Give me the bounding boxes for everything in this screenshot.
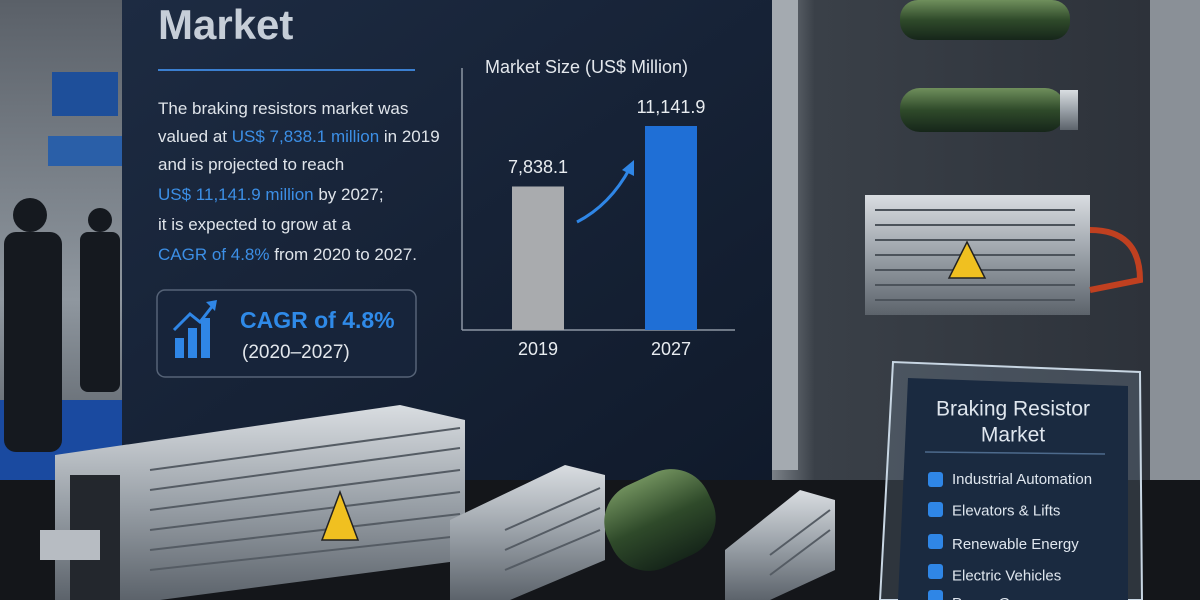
chart-title: Market Size (US$ Million): [485, 57, 688, 77]
sign-icon: [928, 502, 943, 517]
value-label: 7,838.1: [508, 157, 568, 177]
resistor-cap: [1060, 90, 1078, 130]
description-text: in 2019: [379, 127, 440, 146]
sign-item: Electric Vehicles: [952, 567, 1061, 584]
description-line: The braking resistors market was: [158, 99, 408, 118]
sign-icon: [928, 590, 943, 600]
cagr-headline: CAGR of 4.8%: [240, 307, 395, 333]
chart-marks: 7,838.1 2019 11,141.9 2027: [508, 97, 705, 359]
description: The braking resistors market was valued a…: [158, 99, 440, 264]
cabinet-frame: [1150, 0, 1200, 520]
sign-rule: [924, 451, 1106, 455]
hall-sign: [48, 136, 122, 166]
sign-item: Industrial Automation: [952, 471, 1092, 488]
description-text: it is expected to grow at a: [158, 215, 351, 234]
sign-icon: [928, 534, 943, 549]
description-text: by 2027;: [314, 185, 384, 204]
category-label: 2027: [651, 339, 691, 359]
description-line: US$ 11,141.9 million by 2027;: [158, 185, 384, 204]
description-text: valued at: [158, 127, 232, 146]
visitors: [4, 198, 120, 452]
sign-content: Braking Resistor Market Industrial Automat…: [924, 398, 1106, 600]
large-resistor: [40, 405, 465, 600]
description-line: CAGR of 4.8% from 2020 to 2027.: [158, 245, 417, 264]
sign-title: Braking Resistor: [936, 398, 1090, 421]
description-line: and is projected to reach: [158, 155, 344, 174]
description-text: and is projected to reach: [158, 155, 344, 174]
sign-title: Market: [981, 424, 1045, 447]
cable: [1089, 227, 1144, 293]
cagr-box: [156, 289, 417, 378]
highlight-text: US$ 11,141.9 million: [158, 185, 314, 204]
description-text: The braking resistors market was: [158, 99, 408, 118]
sign-item: Power Gen: [952, 595, 1027, 600]
highlight-text: US$ 7,838.1 million: [232, 127, 379, 146]
description-line: valued at US$ 7,838.1 million in 2019: [158, 127, 440, 146]
wire-resistor: [900, 0, 1070, 40]
bar: [512, 186, 564, 330]
wire-resistor: [900, 88, 1065, 132]
description-line: it is expected to grow at a: [158, 215, 351, 234]
growth-icon: [172, 300, 217, 358]
growth-arrowhead: [622, 160, 634, 176]
value-label: 11,141.9: [637, 97, 706, 117]
category-label: 2019: [518, 339, 558, 359]
sign-icon: [928, 564, 943, 579]
sign-panel: [898, 378, 1128, 600]
growth-arrow: [576, 167, 632, 224]
hall-sign: [52, 72, 118, 116]
cabinet-frame: [772, 0, 798, 470]
fins: [875, 209, 1075, 301]
sign-icon: [928, 472, 943, 487]
cagr-period: (2020–2027): [242, 342, 350, 363]
description-text: from 2020 to 2027.: [270, 245, 417, 264]
highlight-text: CAGR of 4.8%: [158, 245, 270, 264]
warning-label: [947, 240, 987, 279]
small-resistor: [725, 490, 835, 600]
poster-title: Market: [158, 1, 293, 48]
sign-item: Elevators & Lifts: [952, 502, 1060, 519]
bar: [645, 126, 697, 330]
sign-item: Renewable Energy: [952, 536, 1079, 553]
wire-resistor: [604, 469, 716, 571]
medium-resistor: [450, 465, 605, 600]
